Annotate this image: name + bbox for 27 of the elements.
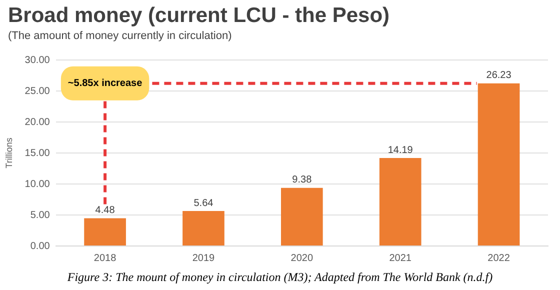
y-tick-label: 20.00	[24, 116, 50, 128]
data-label: 9.38	[292, 174, 312, 186]
bar	[280, 188, 323, 246]
x-tick-label: 2018	[94, 252, 117, 264]
x-tick-label: 2022	[488, 252, 510, 264]
caption: Figure 3: The mount of money in circulation (M3); Adapted from The World Bank (n.d.f)	[66, 270, 494, 285]
data-label: 4.48	[95, 204, 116, 216]
bar	[84, 218, 126, 246]
y-tick-label: 5.00	[30, 210, 50, 221]
annotation: ~5.85x increase	[68, 78, 143, 90]
chart-subtitle: (The amount of money currently in circulation)	[8, 29, 233, 44]
y-tick-label: 15.00	[24, 148, 50, 159]
y-axis-title: Trillions	[4, 137, 14, 168]
x-tick-label: 2020	[290, 252, 314, 264]
data-label: 26.23	[486, 70, 512, 82]
x-tick-label: 2021	[389, 252, 412, 264]
bar	[379, 158, 422, 246]
bar	[182, 211, 224, 246]
bar	[478, 83, 520, 246]
data-label: 5.64	[194, 198, 214, 209]
y-tick-label: 10.00	[24, 178, 50, 190]
y-tick-label: 30.00	[24, 54, 50, 66]
data-label: 14.19	[388, 144, 414, 156]
y-tick-label: 0.00	[30, 240, 50, 252]
chart-title: Broad money (current LCU - the Peso)	[8, 4, 391, 28]
x-tick-label: 2019	[192, 252, 216, 264]
y-tick-label: 25.00	[24, 86, 50, 97]
